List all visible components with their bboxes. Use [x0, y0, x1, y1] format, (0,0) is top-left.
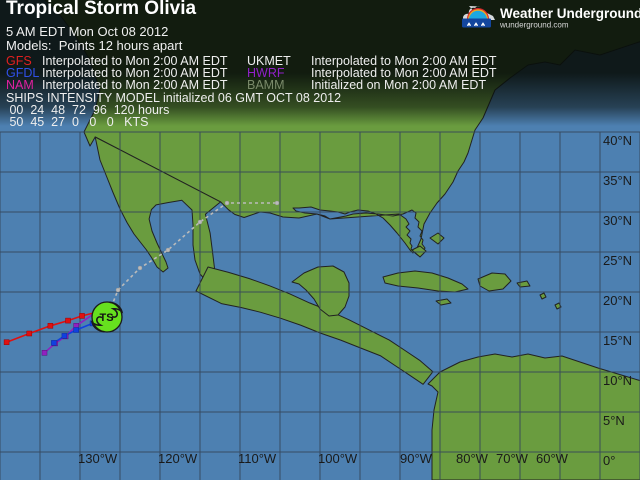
svg-text:130°W: 130°W [78, 451, 118, 466]
svg-text:10°N: 10°N [603, 373, 632, 388]
svg-text:110°W: 110°W [238, 451, 277, 466]
svg-text:100°W: 100°W [318, 451, 358, 466]
svg-text:80°W: 80°W [456, 451, 489, 466]
svg-text:35°N: 35°N [603, 173, 632, 188]
svg-text:90°W: 90°W [400, 451, 433, 466]
svg-text:wunderground.com: wunderground.com [499, 21, 569, 30]
svg-text:40°N: 40°N [603, 133, 632, 148]
svg-text:30°N: 30°N [603, 213, 632, 228]
svg-text:20°N: 20°N [603, 293, 632, 308]
svg-text:60°W: 60°W [536, 451, 569, 466]
svg-text:0°: 0° [603, 453, 615, 468]
svg-text:5°N: 5°N [603, 413, 625, 428]
svg-text:15°N: 15°N [603, 333, 632, 348]
svg-text:Weather Underground: Weather Underground [500, 6, 640, 21]
svg-text:70°W: 70°W [496, 451, 529, 466]
svg-text:120°W: 120°W [158, 451, 198, 466]
svg-text:TS: TS [99, 312, 113, 324]
svg-text:25°N: 25°N [603, 253, 632, 268]
